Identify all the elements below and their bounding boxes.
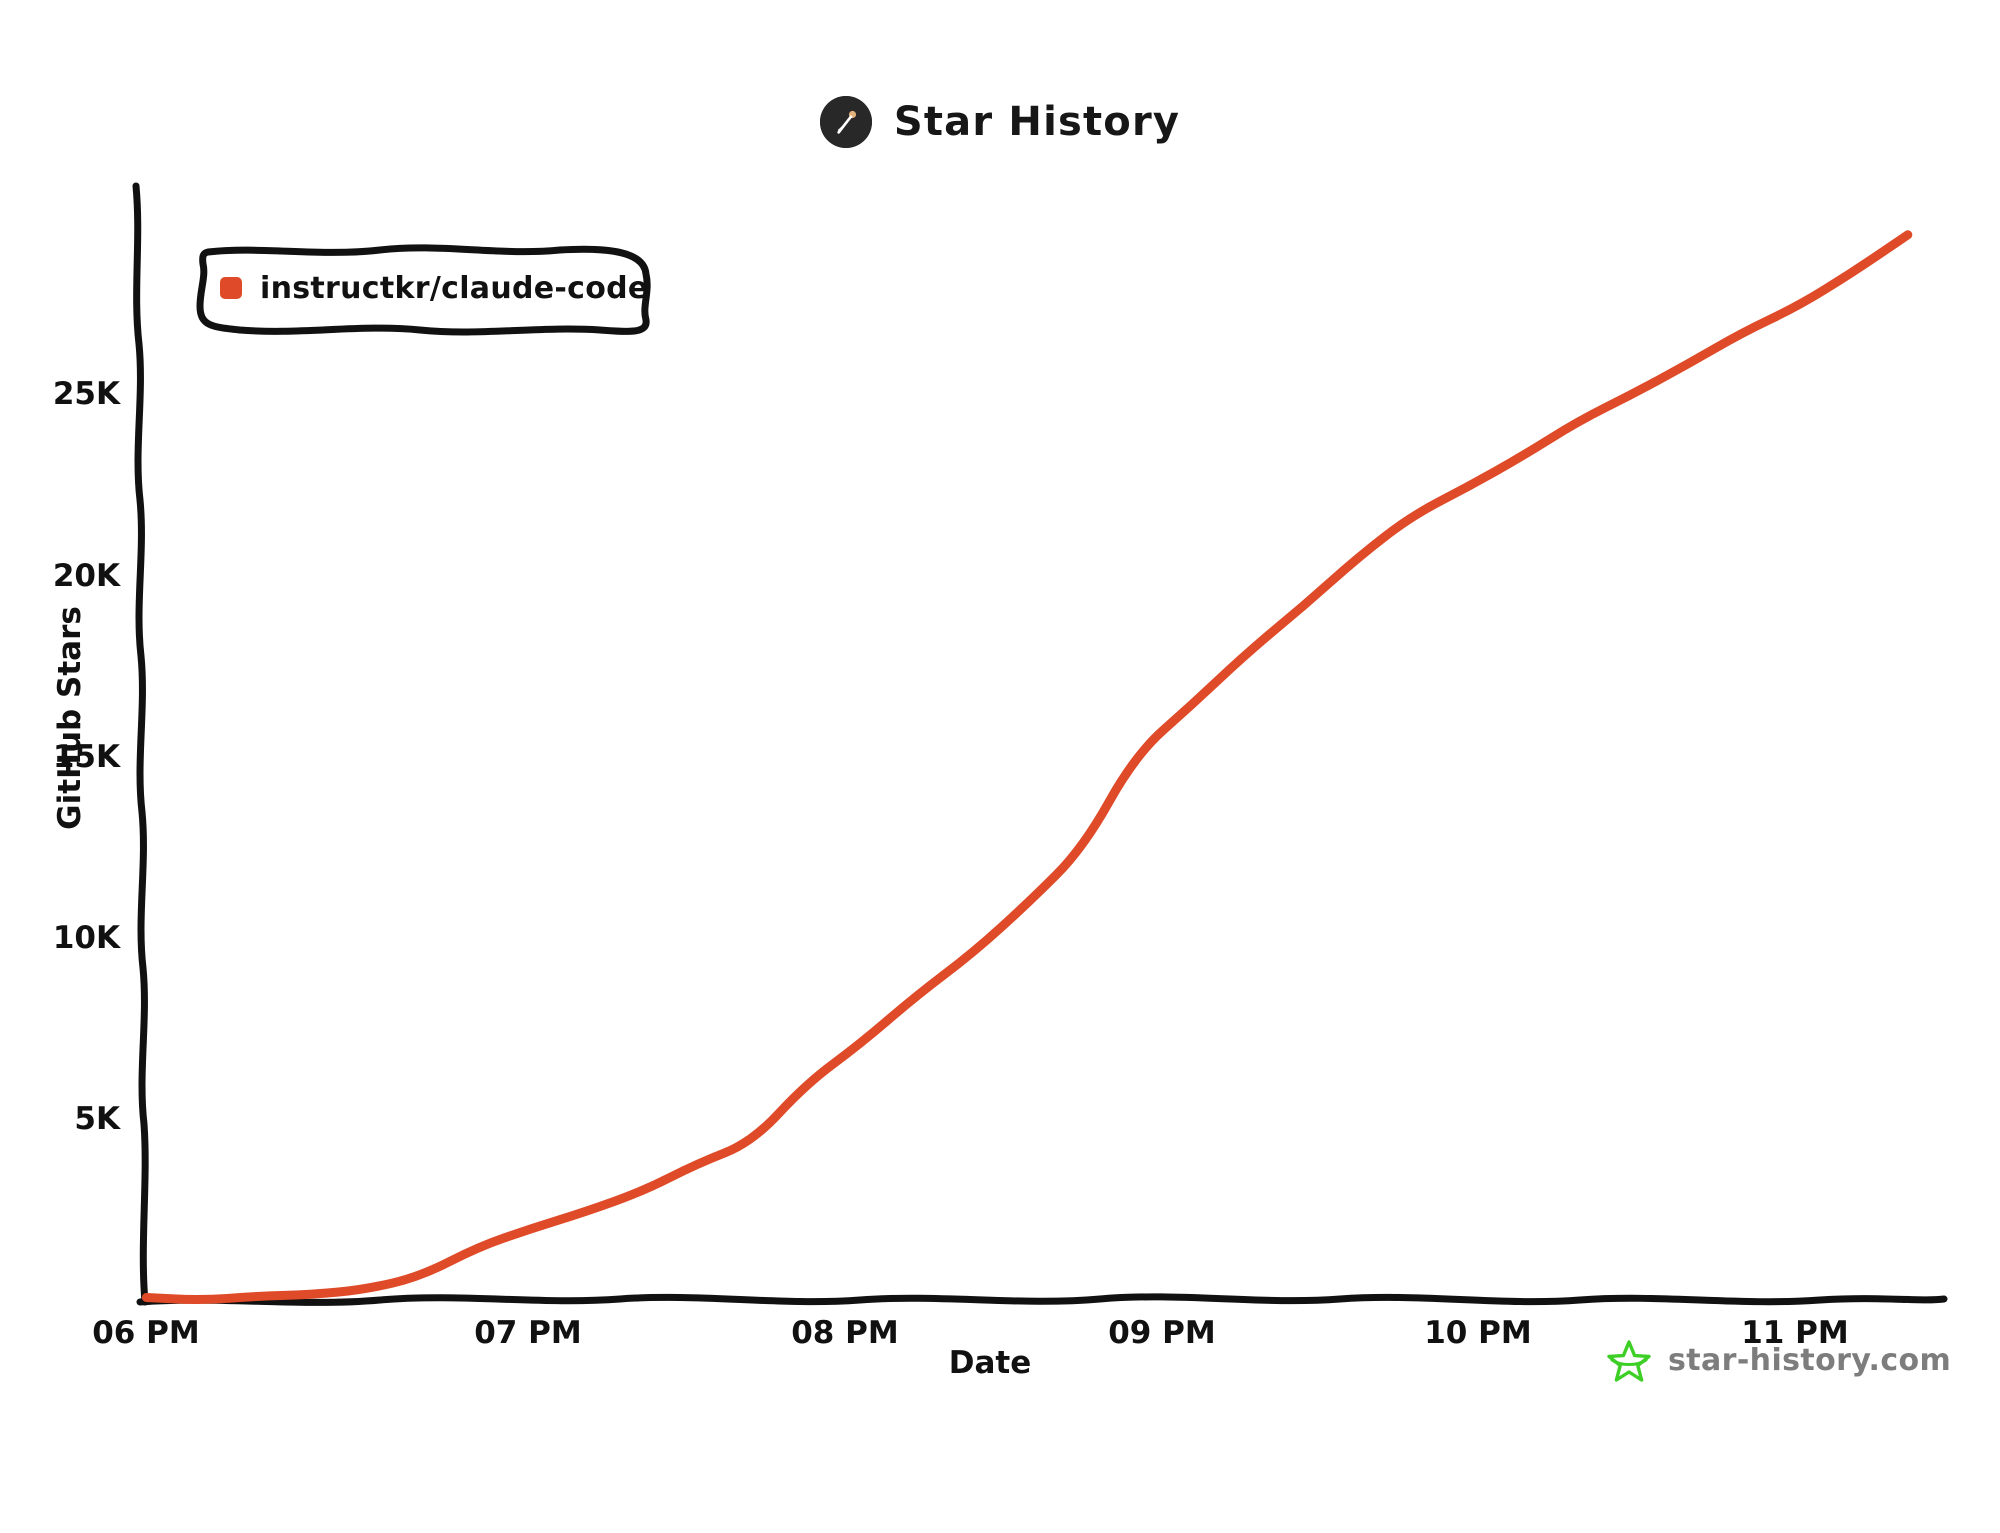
x-tick-label-10pm: 10 PM <box>1424 1315 1532 1351</box>
x-tick-label-08pm: 08 PM <box>791 1315 899 1351</box>
chart-legend[interactable]: instructkr/claude-code <box>198 254 675 322</box>
y-tick-label-15k: 15K <box>52 739 120 775</box>
legend-box <box>196 244 651 336</box>
x-tick-label-11pm: 11 PM <box>1741 1315 1849 1351</box>
y-axis-title: GitHub Stars <box>52 606 88 830</box>
y-tick-label-10k: 10K <box>52 920 120 956</box>
green-star-icon <box>1607 1340 1651 1382</box>
x-tick-label-06pm: 06 PM <box>92 1315 200 1351</box>
legend-label-instructkr-claude-code: instructkr/claude-code <box>260 270 649 306</box>
series-line-instructkr-claude-code <box>141 230 1913 1305</box>
star-history-pen-logo-icon <box>819 96 872 148</box>
page-title: Star History <box>893 99 1181 145</box>
watermark-star-icon-spacer <box>1608 1338 1652 1382</box>
x-tick-label-09pm: 09 PM <box>1108 1315 1216 1351</box>
y-axis-line <box>132 182 149 1306</box>
x-tick-label-07pm: 07 PM <box>474 1315 582 1351</box>
x-axis-line <box>136 1293 1948 1306</box>
legend-swatch-instructkr-claude-code <box>220 277 242 299</box>
chart-header: Star History <box>0 96 2000 148</box>
x-axis-title: Date <box>948 1345 1032 1381</box>
watermark-label: star-history.com <box>1668 1342 1952 1378</box>
y-tick-label-20k: 20K <box>52 558 120 594</box>
y-tick-label-25k: 25K <box>52 376 120 412</box>
y-tick-label-5k: 5K <box>74 1101 120 1137</box>
watermark[interactable]: star-history.com <box>1608 1338 1951 1382</box>
